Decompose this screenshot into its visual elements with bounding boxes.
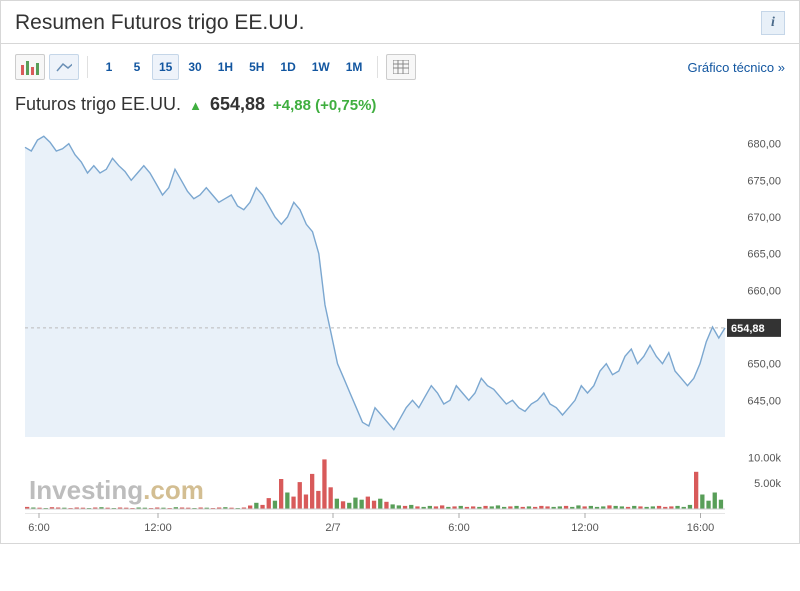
chart-type-line-button[interactable] bbox=[49, 54, 79, 80]
price-chart[interactable]: 645,00650,00655,00660,00665,00670,00675,… bbox=[15, 123, 785, 443]
info-button[interactable]: i bbox=[761, 11, 785, 35]
page-title: Resumen Futuros trigo EE.UU. bbox=[15, 11, 304, 35]
timeframe-5-button[interactable]: 5 bbox=[124, 54, 150, 80]
y-axis-ticks: 645,00650,00655,00660,00665,00670,00675,… bbox=[747, 139, 781, 408]
svg-text:10.00k: 10.00k bbox=[748, 452, 782, 464]
x-axis: 6:00 12:00 2/7 6:00 12:00 16:00 bbox=[15, 513, 785, 539]
timeframe-5h-button[interactable]: 5H bbox=[242, 54, 271, 80]
timeframe-1h-button[interactable]: 1H bbox=[211, 54, 240, 80]
svg-text:12:00: 12:00 bbox=[571, 522, 599, 534]
candlestick-icon bbox=[21, 59, 39, 75]
chart-widget: Resumen Futuros trigo EE.UU. i 1515301H5… bbox=[0, 0, 800, 544]
timeframe-1w-button[interactable]: 1W bbox=[305, 54, 337, 80]
svg-text:645,00: 645,00 bbox=[747, 395, 781, 407]
line-chart-icon bbox=[56, 60, 72, 74]
widget-header: Resumen Futuros trigo EE.UU. i bbox=[1, 1, 799, 43]
svg-text:650,00: 650,00 bbox=[747, 359, 781, 371]
toolbar-separator bbox=[87, 56, 88, 78]
timeframe-1-button[interactable]: 1 bbox=[96, 54, 122, 80]
technical-chart-link[interactable]: Gráfico técnico » bbox=[687, 60, 785, 75]
volume-chart[interactable]: Investing.com 5.00k 10.00k bbox=[15, 443, 785, 513]
svg-text:2/7: 2/7 bbox=[325, 522, 340, 534]
current-price-tag: 654,88 bbox=[727, 319, 781, 337]
chart-body: 1515301H5H1D1W1M Gráfico técnico » Futur… bbox=[1, 43, 799, 543]
instrument-name: Futuros trigo EE.UU. bbox=[15, 94, 181, 115]
table-view-button[interactable] bbox=[386, 54, 416, 80]
watermark: Investing.com bbox=[29, 475, 204, 505]
timeframe-30-button[interactable]: 30 bbox=[181, 54, 208, 80]
chart-type-candlestick-button[interactable] bbox=[15, 54, 45, 80]
svg-text:675,00: 675,00 bbox=[747, 175, 781, 187]
svg-text:660,00: 660,00 bbox=[747, 285, 781, 297]
svg-text:680,00: 680,00 bbox=[747, 139, 781, 151]
timeframe-15-button[interactable]: 15 bbox=[152, 54, 179, 80]
arrow-up-icon: ▲ bbox=[189, 98, 202, 113]
svg-text:665,00: 665,00 bbox=[747, 249, 781, 261]
svg-text:16:00: 16:00 bbox=[687, 522, 715, 534]
timeframe-1m-button[interactable]: 1M bbox=[339, 54, 370, 80]
price-change: +4,88 (+0,75%) bbox=[273, 97, 376, 114]
chart-toolbar: 1515301H5H1D1W1M Gráfico técnico » bbox=[15, 52, 785, 90]
svg-text:670,00: 670,00 bbox=[747, 212, 781, 224]
last-price: 654,88 bbox=[210, 94, 265, 115]
timeframe-group: 1515301H5H1D1W1M bbox=[96, 54, 369, 80]
svg-text:6:00: 6:00 bbox=[448, 522, 469, 534]
grid-icon bbox=[393, 60, 409, 74]
quote-summary: Futuros trigo EE.UU. ▲ 654,88 +4,88 (+0,… bbox=[15, 90, 785, 123]
svg-text:5.00k: 5.00k bbox=[754, 478, 781, 490]
svg-text:6:00: 6:00 bbox=[28, 522, 49, 534]
svg-text:12:00: 12:00 bbox=[144, 522, 172, 534]
timeframe-1d-button[interactable]: 1D bbox=[273, 54, 302, 80]
svg-text:654,88: 654,88 bbox=[731, 323, 765, 335]
toolbar-separator bbox=[377, 56, 378, 78]
